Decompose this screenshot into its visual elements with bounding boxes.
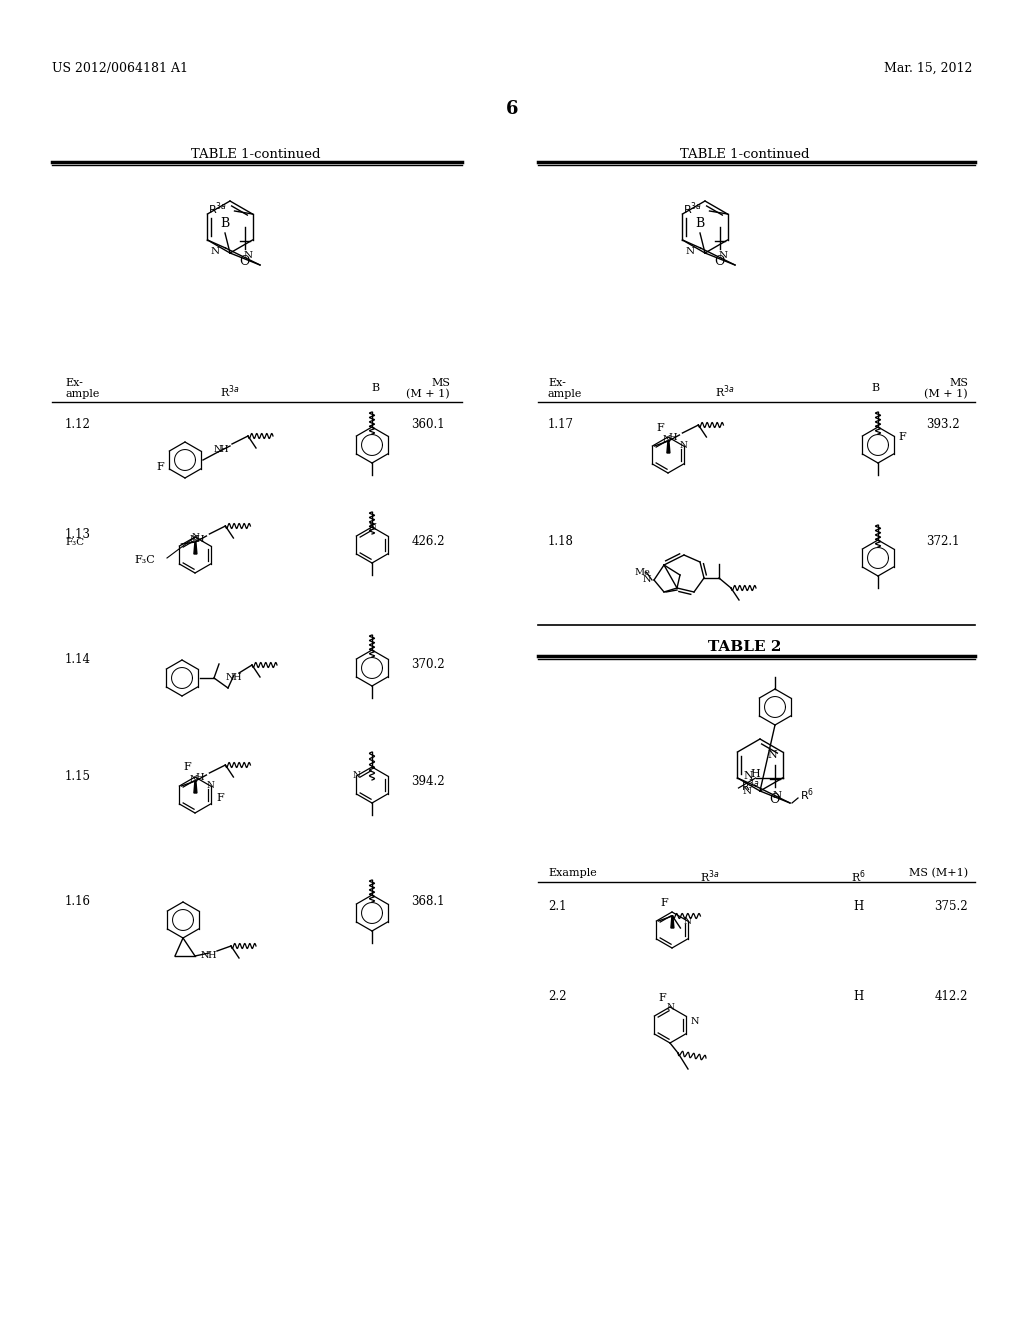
- Text: R$^6$: R$^6$: [800, 787, 814, 804]
- Text: 1.17: 1.17: [548, 418, 574, 432]
- Text: N: N: [211, 248, 220, 256]
- Text: H: H: [196, 535, 204, 544]
- Text: N: N: [244, 252, 253, 260]
- Text: (M + 1): (M + 1): [407, 389, 450, 400]
- Text: H: H: [853, 900, 863, 913]
- Text: H: H: [853, 990, 863, 1003]
- Polygon shape: [671, 916, 674, 928]
- Text: H: H: [668, 433, 677, 442]
- Text: B: B: [871, 383, 879, 393]
- Text: N: N: [642, 576, 651, 585]
- Text: B: B: [695, 216, 705, 230]
- Text: ample: ample: [65, 389, 99, 399]
- Text: R$^{3a}$: R$^{3a}$: [683, 201, 701, 218]
- Text: F₃C: F₃C: [65, 539, 84, 546]
- Text: O: O: [769, 793, 779, 807]
- Polygon shape: [667, 441, 670, 453]
- Text: N: N: [691, 1018, 699, 1027]
- Text: N: N: [214, 446, 222, 454]
- Text: H: H: [232, 673, 241, 682]
- Text: R$^{3a}$: R$^{3a}$: [208, 201, 226, 218]
- Text: TABLE 2: TABLE 2: [709, 640, 781, 653]
- Text: TABLE 1-continued: TABLE 1-continued: [191, 148, 321, 161]
- Text: 370.2: 370.2: [412, 657, 445, 671]
- Text: US 2012/0064181 A1: US 2012/0064181 A1: [52, 62, 188, 75]
- Text: 368.1: 368.1: [412, 895, 445, 908]
- Text: 393.2: 393.2: [927, 418, 961, 432]
- Text: R$^6$: R$^6$: [851, 869, 865, 884]
- Text: 2.1: 2.1: [548, 900, 566, 913]
- Text: Ex-: Ex-: [65, 378, 83, 388]
- Text: N: N: [772, 792, 781, 800]
- Text: F: F: [898, 432, 906, 442]
- Text: Example: Example: [548, 869, 597, 878]
- Text: N: N: [368, 523, 376, 532]
- Text: N: N: [743, 771, 754, 781]
- Text: B: B: [220, 216, 229, 230]
- Text: F: F: [658, 993, 666, 1003]
- Text: 372.1: 372.1: [927, 535, 961, 548]
- Text: MS (M+1): MS (M+1): [909, 869, 968, 878]
- Text: MS: MS: [949, 378, 968, 388]
- Text: 394.2: 394.2: [412, 775, 445, 788]
- Text: F₃C: F₃C: [134, 554, 155, 565]
- Text: R$^{3a}$: R$^{3a}$: [740, 777, 760, 795]
- Text: N: N: [743, 787, 752, 796]
- Text: 412.2: 412.2: [935, 990, 968, 1003]
- Text: N: N: [226, 673, 234, 682]
- Text: B: B: [371, 383, 379, 393]
- Text: F: F: [157, 462, 164, 473]
- Text: Me: Me: [634, 568, 650, 577]
- Text: N: N: [663, 434, 671, 444]
- Text: R$^{3a}$: R$^{3a}$: [700, 869, 720, 884]
- Text: Mar. 15, 2012: Mar. 15, 2012: [884, 62, 972, 75]
- Text: 360.1: 360.1: [412, 418, 445, 432]
- Text: 1.18: 1.18: [548, 535, 573, 548]
- Text: H: H: [220, 445, 228, 454]
- Text: ample: ample: [548, 389, 583, 399]
- Text: N: N: [201, 952, 210, 961]
- Text: 6: 6: [506, 100, 518, 117]
- Text: N: N: [352, 771, 360, 780]
- Text: H: H: [207, 952, 216, 961]
- Text: 1.12: 1.12: [65, 418, 91, 432]
- Text: R$^{3a}$: R$^{3a}$: [220, 383, 240, 400]
- Text: N: N: [207, 781, 214, 791]
- Text: N: N: [666, 1002, 674, 1011]
- Text: N: N: [719, 252, 728, 260]
- Text: N: N: [191, 532, 199, 541]
- Text: 426.2: 426.2: [412, 535, 445, 548]
- Text: N: N: [684, 916, 691, 925]
- Polygon shape: [194, 781, 197, 793]
- Text: MS: MS: [431, 378, 450, 388]
- Text: N: N: [189, 536, 198, 544]
- Text: Ex-: Ex-: [548, 378, 566, 388]
- Text: F: F: [216, 793, 224, 803]
- Text: O: O: [715, 255, 725, 268]
- Text: N: N: [686, 248, 695, 256]
- Text: H: H: [751, 770, 761, 779]
- Text: 1.13: 1.13: [65, 528, 91, 541]
- Text: O: O: [240, 255, 250, 268]
- Text: R$^{3a}$: R$^{3a}$: [715, 383, 735, 400]
- Text: 1.14: 1.14: [65, 653, 91, 667]
- Text: 1.16: 1.16: [65, 895, 91, 908]
- Text: N: N: [768, 750, 777, 760]
- Text: TABLE 1-continued: TABLE 1-continued: [680, 148, 810, 161]
- Text: 375.2: 375.2: [934, 900, 968, 913]
- Text: N: N: [680, 441, 687, 450]
- Text: 2.2: 2.2: [548, 990, 566, 1003]
- Text: N: N: [189, 775, 198, 784]
- Polygon shape: [194, 543, 197, 554]
- Text: (M + 1): (M + 1): [925, 389, 968, 400]
- Text: F: F: [183, 762, 190, 772]
- Text: H: H: [196, 774, 204, 783]
- Text: F: F: [660, 898, 668, 908]
- Text: F: F: [656, 422, 664, 433]
- Text: 1.15: 1.15: [65, 770, 91, 783]
